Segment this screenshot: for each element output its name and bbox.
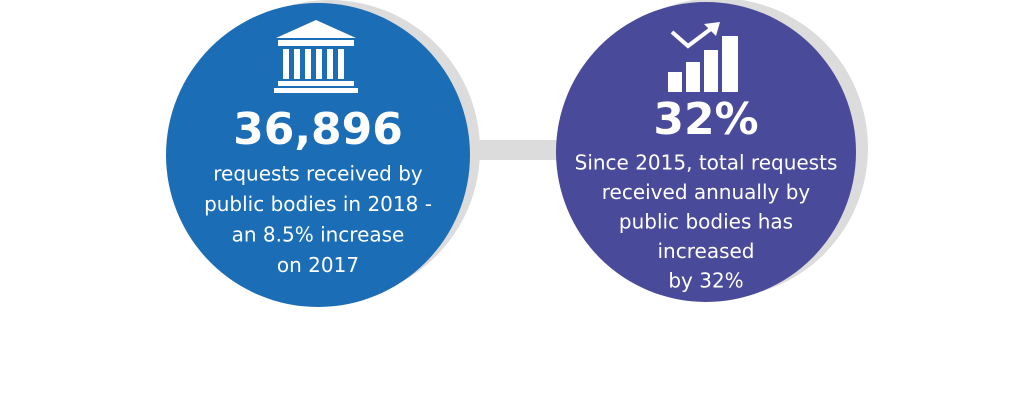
description-line: Since 2015, total requests: [575, 151, 838, 175]
description-line: by 32%: [668, 269, 743, 293]
left-description: requests received by public bodies in 201…: [204, 162, 432, 278]
description-line: an 8.5% increase: [232, 223, 405, 247]
description-line: public bodies in 2018 -: [204, 192, 432, 216]
description-line: requests received by: [213, 162, 423, 186]
right-description: Since 2015, total requests received annua…: [575, 151, 838, 293]
bank-icon: [274, 20, 358, 93]
description-line: increased: [658, 239, 755, 263]
left-figure: 36,896: [233, 104, 403, 155]
description-line: public bodies has: [619, 210, 793, 234]
growth-icon: [668, 22, 738, 92]
right-circle: [556, 2, 856, 302]
left-circle: [166, 3, 470, 307]
description-line: received annually by: [602, 180, 811, 204]
description-line: on 2017: [277, 253, 359, 277]
right-figure: 32%: [653, 94, 758, 145]
